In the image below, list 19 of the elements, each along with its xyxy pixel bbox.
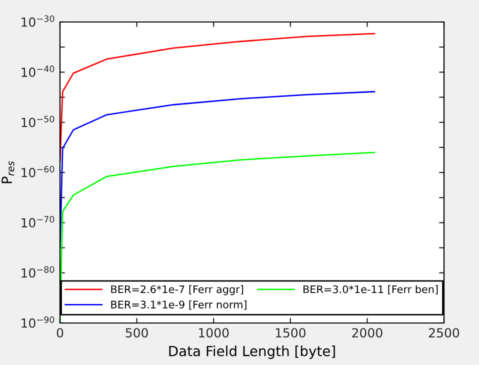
x-tick-label: 1500 [276,328,306,338]
line-series [60,32,376,162]
x-tick-label: 500 [126,328,148,338]
y-tick-label: 10$^{−80}$ [22,266,54,278]
x-axis-title: Data Field Length [byte] [169,346,335,359]
y-tick-label: 10$^{−90}$ [22,316,54,328]
x-tick-label: 0 [56,328,64,338]
y-tick-label: 10$^{−40}$ [22,66,54,77]
y-axis-title: P$_{res}$ [2,161,14,184]
x-tick-label: 2500 [429,328,460,338]
legend-label: BER=3.1*1e-9 [Ferr norm] [111,300,246,310]
y-tick-label: 10$^{−60}$ [22,166,54,178]
x-tick-label: 1000 [199,328,229,338]
y-tick-label: 10$^{−30}$ [22,15,54,27]
legend-label: BER=3.0*1e-11 [Ferr ben] [304,285,438,294]
x-tick-label: 2000 [352,328,382,338]
y-tick-label: 10$^{−50}$ [22,116,54,128]
y-tick-label: 10$^{−70}$ [22,216,54,228]
legend-label: BER=2.6*1e-7 [Ferr aggr] [111,285,244,296]
